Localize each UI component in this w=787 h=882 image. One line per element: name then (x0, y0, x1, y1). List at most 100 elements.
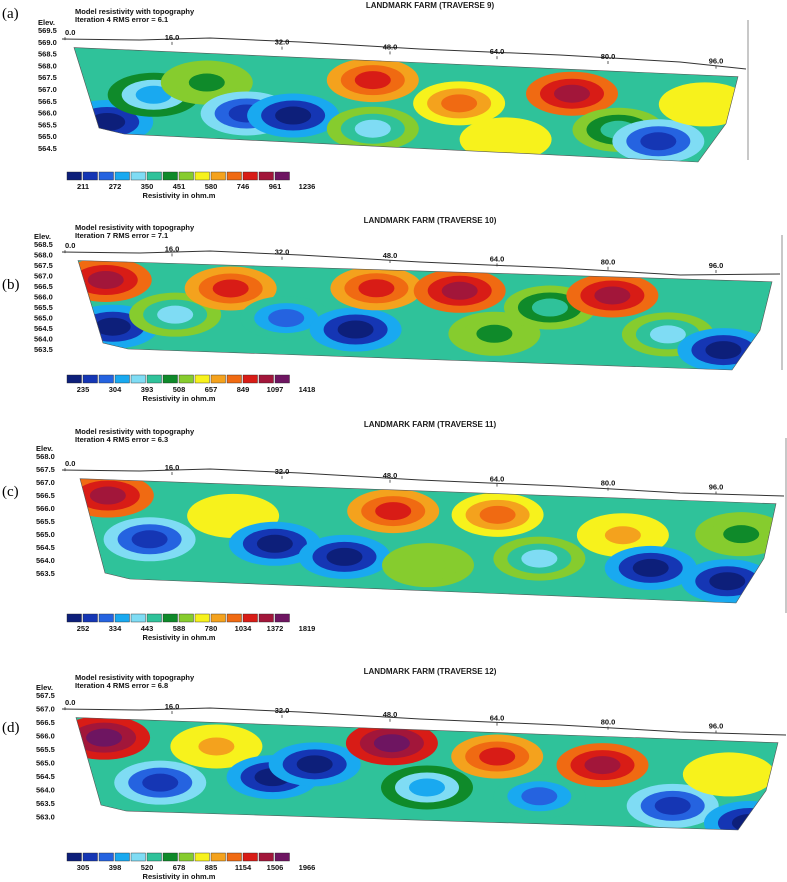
distance-tick-label: 32.0 (275, 706, 290, 715)
colorbar-swatch (178, 374, 194, 384)
distance-tick-label: 96.0 (709, 57, 724, 66)
distance-tick-label: 16.0 (165, 702, 180, 711)
topography-line (61, 250, 781, 276)
colorbar-swatch (82, 852, 98, 862)
colorbar-value-label: 849 (237, 385, 250, 394)
distance-tick-label: 48.0 (383, 471, 398, 480)
contour-region (373, 734, 410, 753)
contour-region (521, 549, 558, 568)
traverse-11-section: LANDMARK FARM (TRAVERSE 11) Model resisti… (0, 418, 787, 653)
elevation-tick-label: 565.5 (36, 517, 55, 526)
traverse-10-section: LANDMARK FARM (TRAVERSE 10) Model resisti… (0, 215, 787, 410)
distance-tick-label: 32.0 (275, 248, 290, 257)
colorbar-swatch (162, 374, 178, 384)
colorbar-swatch (130, 374, 146, 384)
traverse-12-section: LANDMARK FARM (TRAVERSE 12) Model resisti… (0, 665, 787, 880)
colorbar-value-label: 305 (77, 863, 90, 872)
model-header: Model resistivity with topography (75, 673, 195, 682)
model-header: Model resistivity with topography (75, 223, 195, 232)
elevation-tick-label: 564.5 (36, 772, 55, 781)
elevation-tick-label: 568.0 (34, 251, 53, 260)
distance-tick-label: 16.0 (165, 33, 180, 42)
contour-region (268, 309, 305, 328)
elevation-tick-label: 566.5 (36, 718, 55, 727)
contour-region (479, 505, 516, 524)
colorbar-value-label: 580 (205, 182, 218, 191)
elevation-tick-label: 566.5 (38, 97, 57, 106)
colorbar-title: Resistivity in ohm.m (143, 394, 216, 403)
contour-region (479, 747, 516, 766)
colorbar-swatch (146, 613, 162, 623)
traverse-title: LANDMARK FARM (TRAVERSE 9) (366, 1, 495, 10)
colorbar-swatch (178, 613, 194, 623)
distance-tick-label: 48.0 (383, 42, 398, 51)
section-outline (79, 478, 777, 604)
colorbar-value-label: 1966 (299, 863, 316, 872)
distance-tick-label: 0.0 (65, 698, 75, 707)
traverse-title: LANDMARK FARM (TRAVERSE 11) (364, 420, 497, 429)
distance-tick-label: 64.0 (490, 714, 505, 723)
colorbar-swatch (226, 374, 242, 384)
colorbar-swatch (242, 852, 258, 862)
elevation-tick-label: 566.0 (34, 293, 53, 302)
resistivity-section-figure: LANDMARK FARM (TRAVERSE 11) Model resisti… (36, 420, 787, 642)
distance-tick-label: 0.0 (65, 241, 75, 250)
contour-region (476, 324, 513, 343)
colorbar-swatch (162, 171, 178, 181)
contour-region (654, 796, 691, 815)
elevation-axis-label: Elev. (34, 232, 51, 241)
contour-region (709, 572, 746, 591)
colorbar-swatch (162, 613, 178, 623)
colorbar-swatch (66, 171, 82, 181)
colorbar-swatch (146, 171, 162, 181)
section-outline (77, 260, 773, 371)
elevation-tick-label: 563.5 (36, 569, 55, 578)
colorbar-value-label: 443 (141, 624, 154, 633)
resistivity-contour-field (76, 717, 778, 830)
contour-region (723, 525, 760, 544)
traverse-title: LANDMARK FARM (TRAVERSE 10) (364, 216, 497, 225)
traverse-title: LANDMARK FARM (TRAVERSE 12) (364, 667, 497, 676)
panel-label-c: (c) (2, 484, 19, 500)
colorbar-swatch (194, 171, 210, 181)
contour-region (326, 547, 363, 566)
resistivity-section-figure: LANDMARK FARM (TRAVERSE 9) Model resistiv… (38, 1, 749, 200)
contour-region (731, 813, 768, 830)
colorbar-value-label: 1097 (267, 385, 284, 394)
colorbar-swatch (130, 613, 146, 623)
contour-region (89, 112, 126, 131)
contour-region (188, 73, 225, 92)
colorbar-swatch (98, 171, 114, 181)
contour-region (131, 530, 168, 549)
colorbar-swatch (210, 374, 226, 384)
elevation-tick-label: 565.5 (38, 120, 57, 129)
colorbar-swatch (114, 374, 130, 384)
colorbar-swatch (98, 374, 114, 384)
colorbar-swatch (98, 852, 114, 862)
colorbar-value-label: 350 (141, 182, 154, 191)
colorbar-title: Resistivity in ohm.m (143, 633, 216, 642)
iteration-header: Iteration 4 RMS error = 6.3 (75, 435, 168, 444)
elevation-axis-label: Elev. (36, 683, 53, 692)
distance-tick-label: 48.0 (383, 251, 398, 260)
elevation-tick-label: 564.0 (34, 335, 53, 344)
distance-tick-label: 96.0 (709, 721, 724, 730)
contour-region (521, 787, 558, 806)
colorbar-swatch (82, 171, 98, 181)
elevation-tick-label: 566.0 (36, 504, 55, 513)
contour-region (441, 281, 478, 300)
panel-label-b: (b) (2, 277, 20, 293)
colorbar-value-label: 1154 (235, 863, 252, 872)
elevation-tick-label: 565.0 (36, 759, 55, 768)
elevation-tick-label: 565.5 (34, 303, 53, 312)
distance-tick-label: 48.0 (383, 710, 398, 719)
elevation-tick-label: 566.0 (38, 109, 57, 118)
topography-line (61, 37, 747, 70)
colorbar-swatch (162, 852, 178, 862)
section-outline (75, 717, 779, 831)
colorbar-value-label: 252 (77, 624, 90, 633)
section-outline (73, 47, 739, 163)
elevation-tick-label: 566.0 (36, 732, 55, 741)
colorbar-value-label: 334 (109, 624, 122, 633)
colorbar-swatch (274, 171, 290, 181)
